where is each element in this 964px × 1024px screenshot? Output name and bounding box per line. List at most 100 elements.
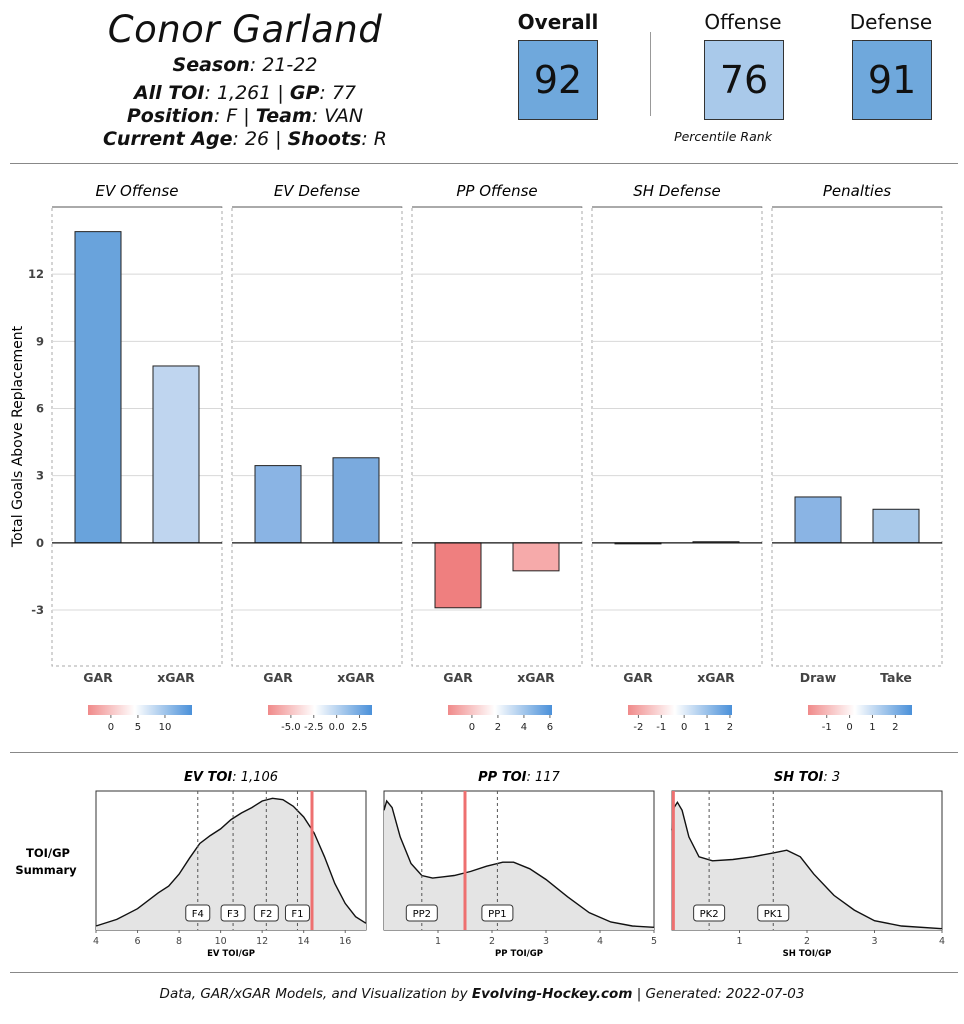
color-legend-bar: [808, 705, 912, 715]
toi-panel-title-sep: :: [232, 770, 241, 785]
footer: Data, GAR/xGAR Models, and Visualization…: [0, 986, 964, 1002]
legend-tick-label: 0: [681, 722, 687, 730]
legend-tick-label: 2: [495, 722, 501, 730]
bar-xgar: [152, 365, 200, 544]
marker-badge: [284, 904, 310, 922]
x-tick-label: 3: [543, 936, 549, 947]
toi-gp-line: All TOI: 1,261 | GP: 77: [133, 82, 357, 104]
toi-panel-title-label: EV TOI: [184, 770, 232, 785]
chart-divider: [10, 752, 958, 753]
x-category-label: Take: [880, 670, 912, 685]
season-line: Season: 21-22: [172, 54, 318, 76]
legend-tick-label: 1: [704, 722, 710, 730]
panel-border: [771, 206, 943, 667]
age-shoots-line: Current Age: 26 | Shoots: R: [102, 128, 387, 150]
y-axis-label: Total Goals Above Replacement: [10, 325, 26, 548]
marker-label: PK1: [764, 909, 783, 920]
overall-rank-label: Overall: [517, 10, 599, 34]
panel-border: [591, 206, 763, 667]
legend-tick-label: 10: [159, 722, 172, 730]
legend-tick-label: 0.0: [329, 722, 345, 730]
bar-gar: [74, 231, 122, 544]
toi-value: 1,261: [216, 82, 272, 104]
toi-panel-title-value: 117: [535, 770, 561, 785]
x-axis-label: PP TOI/GP: [495, 949, 543, 959]
toi-panel-title: PP TOI: 117: [478, 770, 560, 785]
toi-panel-title: SH TOI: 3: [774, 770, 840, 785]
y-tick-label: 3: [36, 469, 44, 483]
position-value: F: [226, 105, 238, 127]
marker-badge: [757, 904, 790, 922]
legend-tick-label: -1: [656, 722, 666, 730]
legend-tick-label: -2.5: [304, 722, 324, 730]
panel-title: PP Offense: [456, 182, 537, 200]
marker-label: PP1: [488, 909, 506, 920]
x-tick-label: 5: [651, 936, 657, 947]
legend-tick-label: 1: [869, 722, 875, 730]
color-legend-bar: [88, 705, 192, 715]
season-value: 21-22: [262, 54, 318, 76]
toi-panel-title-label: SH TOI: [774, 770, 824, 785]
x-tick-label: 3: [871, 936, 877, 947]
y-tick-label: -3: [31, 603, 44, 617]
x-tick-label: 4: [597, 936, 603, 947]
legend-tick-label: -1: [822, 722, 832, 730]
y-tick-label: 0: [36, 536, 44, 550]
toi-panel-title-sep: :: [527, 770, 536, 785]
marker-label: F3: [227, 909, 239, 920]
density-area: [96, 798, 366, 930]
x-category-label: GAR: [443, 670, 473, 685]
footer-prefix: Data, GAR/xGAR Models, and Visualization…: [159, 986, 472, 1002]
age-value: 26: [244, 128, 270, 150]
marker-label: F2: [260, 909, 272, 920]
legend-tick-label: 2: [727, 722, 733, 730]
legend-tick-label: 2.5: [352, 722, 368, 730]
marker-label: PP2: [413, 909, 431, 920]
toi-panel-title-label: PP TOI: [478, 770, 527, 785]
header-divider: [10, 163, 958, 164]
density-area: [384, 801, 654, 930]
marker-label: F4: [192, 909, 204, 920]
x-tick-label: 12: [256, 936, 268, 947]
x-category-label: Draw: [800, 670, 837, 685]
age-label: Current Age: [102, 128, 233, 150]
y-tick-label: 6: [36, 402, 44, 416]
player-name: Conor Garland: [107, 8, 383, 51]
legend-tick-label: 6: [547, 722, 553, 730]
bar-take: [872, 508, 920, 544]
bar-xgar: [332, 457, 380, 544]
offense-rank-box: 76: [704, 40, 784, 120]
summary-label-toi-gp: TOI/GP: [26, 846, 70, 860]
x-category-label: xGAR: [697, 670, 735, 685]
summary-label-summary: Summary: [15, 863, 77, 877]
x-tick-label: 4: [939, 936, 945, 947]
x-tick-label: 14: [298, 936, 310, 947]
x-axis-label: EV TOI/GP: [207, 949, 255, 959]
overall-rank-box: 92: [518, 40, 598, 120]
season-label: Season: [172, 54, 250, 76]
marker-badge: [185, 904, 211, 922]
shoots-label: Shoots: [287, 128, 362, 150]
bar-gar: [434, 542, 482, 609]
panel-border: [231, 206, 403, 667]
panel-title: EV Offense: [96, 182, 179, 200]
footer-site-link[interactable]: Evolving-Hockey.com: [471, 986, 633, 1002]
offense-rank-label: Offense: [704, 10, 782, 34]
team-label: Team: [255, 105, 312, 127]
footer-suffix: | Generated: 2022-07-03: [632, 986, 805, 1002]
position-team-line: Position: F | Team: VAN: [126, 105, 364, 127]
color-legend-bar: [448, 705, 552, 715]
team-value: VAN: [324, 105, 364, 127]
rank-divider: [650, 32, 651, 116]
legend-tick-label: 0: [846, 722, 852, 730]
gar-chart: Total Goals Above Replacement-3036912EV …: [10, 182, 943, 730]
marker-badge: [481, 904, 514, 922]
marker-label: PK2: [700, 909, 719, 920]
legend-tick-label: 2: [892, 722, 898, 730]
footer-divider: [10, 972, 958, 973]
x-category-label: xGAR: [517, 670, 555, 685]
legend-tick-label: -2: [633, 722, 643, 730]
toi-panel-title-sep: :: [823, 770, 832, 785]
x-tick-label: 1: [736, 936, 742, 947]
panel-title: Penalties: [823, 182, 891, 200]
